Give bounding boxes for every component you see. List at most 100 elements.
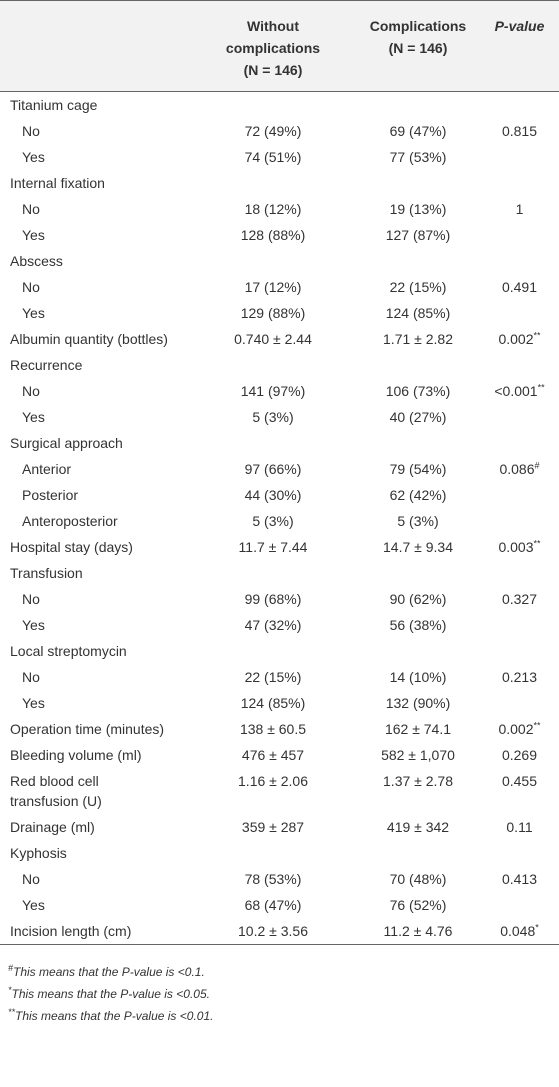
cell: 132 (90%) (356, 690, 480, 716)
table-row: Anterior 97 (66%) 79 (54%) 0.086# (0, 456, 559, 482)
row-label: Yes (22, 305, 45, 321)
cell: 106 (73%) (356, 378, 480, 404)
cell-text: 5 (3%) (397, 513, 439, 529)
cell: 1.71 ± 2.82 (356, 326, 480, 352)
table-row: Red blood cell transfusion (U) 1.16 ± 2.0… (0, 768, 559, 814)
cell-text: 0.002 (498, 331, 534, 347)
cell (356, 560, 480, 586)
table-row: Recurrence (0, 352, 559, 378)
cell-text: 0.11 (506, 819, 533, 835)
cell (480, 840, 559, 866)
cell (480, 430, 559, 456)
cell-text: 78 (53%) (244, 871, 302, 887)
footnote-text: This means that the P-value is <0.05. (11, 987, 210, 1001)
table-row: Bleeding volume (ml) 476 ± 457 582 ± 1,070… (0, 742, 559, 768)
cell-text: 132 (90%) (385, 695, 451, 711)
row-label: Local streptomycin (10, 643, 127, 659)
column-label: Complications (369, 18, 467, 34)
cell-text: 97 (66%) (244, 461, 302, 477)
significance-mark: ** (533, 330, 541, 341)
row-label: Internal fixation (10, 175, 105, 191)
row-label: Bleeding volume (ml) (10, 747, 142, 763)
column-header: Without complications (N = 146) (190, 0, 356, 92)
cell-text: 0.327 (501, 591, 538, 607)
cell (480, 144, 559, 170)
table-row: Yes 129 (88%) 124 (85%) (0, 300, 559, 326)
cell-text: 17 (12%) (244, 279, 302, 295)
cell: 1 (480, 196, 559, 222)
row-label: Red blood cell transfusion (U) (10, 773, 102, 809)
cell (480, 508, 559, 534)
cell-text: 0.002 (498, 721, 534, 737)
cell-text: 56 (38%) (389, 617, 447, 633)
table-row: No 22 (15%) 14 (10%) 0.213 (0, 664, 559, 690)
cell (480, 560, 559, 586)
table-row: No 17 (12%) 22 (15%) 0.491 (0, 274, 559, 300)
cell: 0.815 (480, 118, 559, 144)
row-label: Transfusion (10, 565, 83, 581)
row-label: Yes (22, 695, 45, 711)
cell: 476 ± 457 (190, 742, 356, 768)
column-n: (N = 146) (243, 62, 303, 78)
cell-text: 124 (85%) (240, 695, 306, 711)
cell: 69 (47%) (356, 118, 480, 144)
cell: 11.2 ± 4.76 (356, 918, 480, 945)
table-row: Posterior 44 (30%) 62 (42%) (0, 482, 559, 508)
cell-text: 1.37 ± 2.78 (383, 773, 453, 789)
table-row: Drainage (ml) 359 ± 287 419 ± 342 0.11 (0, 814, 559, 840)
cell: 10.2 ± 3.56 (190, 918, 356, 945)
table-row: Yes 68 (47%) 76 (52%) (0, 892, 559, 918)
cell: 47 (32%) (190, 612, 356, 638)
row-label: Operation time (minutes) (10, 721, 165, 737)
cell-text: 476 ± 457 (241, 747, 305, 763)
table-row: Yes 74 (51%) 77 (53%) (0, 144, 559, 170)
cell: 56 (38%) (356, 612, 480, 638)
footnote-text: This means that the P-value is <0.01. (15, 1009, 214, 1023)
cell (480, 482, 559, 508)
cell: 0.213 (480, 664, 559, 690)
row-label: No (22, 279, 40, 295)
cell-text: 1 (515, 201, 524, 217)
cell: 127 (87%) (356, 222, 480, 248)
row-label: Anteroposterior (22, 513, 118, 529)
cell-text: 44 (30%) (244, 487, 302, 503)
row-label: No (22, 871, 40, 887)
cell: 77 (53%) (356, 144, 480, 170)
cell: 97 (66%) (190, 456, 356, 482)
cell (480, 300, 559, 326)
footnote-mark: # (8, 963, 14, 973)
row-label: No (22, 201, 40, 217)
cell: 0.11 (480, 814, 559, 840)
cell: 0.491 (480, 274, 559, 300)
table-row: Titanium cage (0, 92, 559, 119)
cell: 0.086# (480, 456, 559, 482)
cell-text: 47 (32%) (244, 617, 302, 633)
cell: 0.048* (480, 918, 559, 945)
cell (480, 690, 559, 716)
row-label: Albumin quantity (bottles) (10, 331, 168, 347)
cell-text: 0.048 (500, 923, 536, 939)
cell (480, 612, 559, 638)
cell-text: 0.213 (501, 669, 538, 685)
row-label: Yes (22, 409, 45, 425)
cell-text: 70 (48%) (389, 871, 447, 887)
table-row: No 18 (12%) 19 (13%) 1 (0, 196, 559, 222)
cell: 124 (85%) (190, 690, 356, 716)
cell-text: 22 (15%) (244, 669, 302, 685)
column-n: (N = 146) (388, 40, 448, 56)
cell-text: 90 (62%) (389, 591, 447, 607)
cell: 90 (62%) (356, 586, 480, 612)
row-label: Titanium cage (10, 97, 98, 113)
table-row: Yes 128 (88%) 127 (87%) (0, 222, 559, 248)
significance-mark: ** (533, 720, 541, 731)
cell (190, 638, 356, 664)
column-label: P-value (494, 18, 545, 34)
cell-text: 0.740 ± 2.44 (234, 331, 312, 347)
cell: 128 (88%) (190, 222, 356, 248)
cell: 419 ± 342 (356, 814, 480, 840)
cell: 0.003** (480, 534, 559, 560)
table-row: Kyphosis (0, 840, 559, 866)
cell-text: 62 (42%) (389, 487, 447, 503)
cell: 11.7 ± 7.44 (190, 534, 356, 560)
